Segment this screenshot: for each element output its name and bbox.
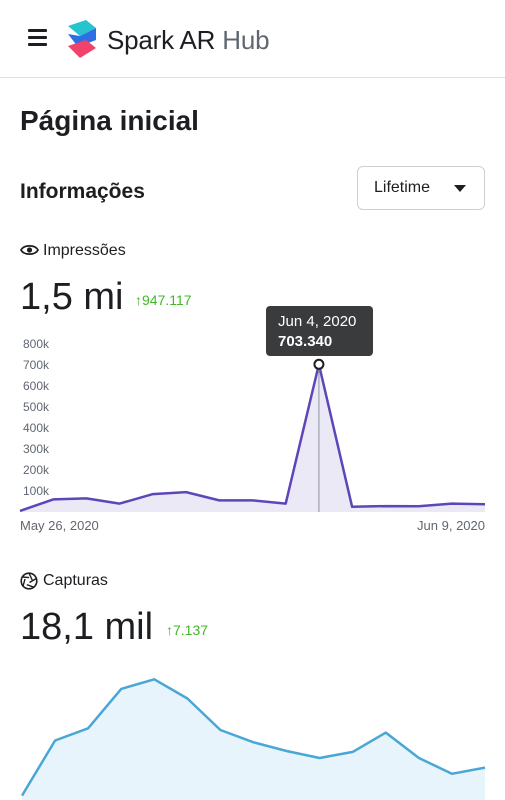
tooltip-value: 703.340: [278, 333, 333, 350]
x-axis-end-label: Jun 9, 2020: [417, 518, 485, 533]
arrow-up-icon: ↑: [166, 622, 173, 638]
top-bar: Spark AR Hub: [0, 0, 505, 78]
y-tick-label: 300k: [23, 442, 50, 456]
captures-label: Capturas: [43, 572, 108, 589]
brand-suffix: Hub: [222, 25, 270, 55]
y-tick-label: 100k: [23, 484, 50, 498]
captures-delta-value: 7.137: [173, 622, 209, 638]
x-axis-start-label: May 26, 2020: [20, 518, 99, 533]
tooltip-date: Jun 4, 2020: [278, 313, 357, 330]
impressions-chart[interactable]: 100k 200k 300k 400k 500k 600k 700k 800k: [0, 330, 505, 518]
impressions-delta: ↑947.117: [135, 291, 192, 309]
brand-title[interactable]: Spark AR Hub: [107, 24, 270, 56]
shutter-icon: [20, 572, 38, 590]
highlight-point[interactable]: [313, 358, 325, 370]
impressions-delta-value: 947.117: [142, 292, 192, 308]
captures-delta: ↑7.137: [166, 621, 208, 639]
caret-down-icon: [454, 185, 466, 192]
page-title: Página inicial: [20, 105, 199, 136]
chart-tooltip: Jun 4, 2020 703.340: [266, 306, 373, 356]
y-tick-label: 600k: [23, 379, 50, 393]
arrow-up-icon: ↑: [135, 292, 142, 308]
impressions-label: Impressões: [43, 242, 126, 259]
y-tick-label: 700k: [23, 358, 50, 372]
captures-area-fill: [22, 679, 485, 800]
y-tick-label: 800k: [23, 337, 50, 351]
captures-value: 18,1 mil: [20, 606, 154, 648]
captures-series-line: [20, 678, 486, 797]
impressions-series-line: [19, 363, 486, 513]
y-tick-label: 400k: [23, 421, 50, 435]
y-tick-label: 500k: [23, 400, 50, 414]
eye-icon: [20, 244, 39, 256]
brand-name: Spark AR: [107, 25, 216, 55]
insights-title: Informações: [20, 180, 145, 203]
hamburger-menu-icon[interactable]: [28, 29, 47, 46]
period-dropdown[interactable]: Lifetime: [357, 166, 485, 210]
captures-chart[interactable]: [0, 660, 505, 800]
spark-ar-logo-icon[interactable]: [66, 20, 98, 58]
period-dropdown-value: Lifetime: [374, 179, 431, 196]
impressions-area-fill: [20, 364, 485, 512]
y-tick-label: 200k: [23, 463, 50, 477]
impressions-value: 1,5 mi: [20, 276, 124, 318]
